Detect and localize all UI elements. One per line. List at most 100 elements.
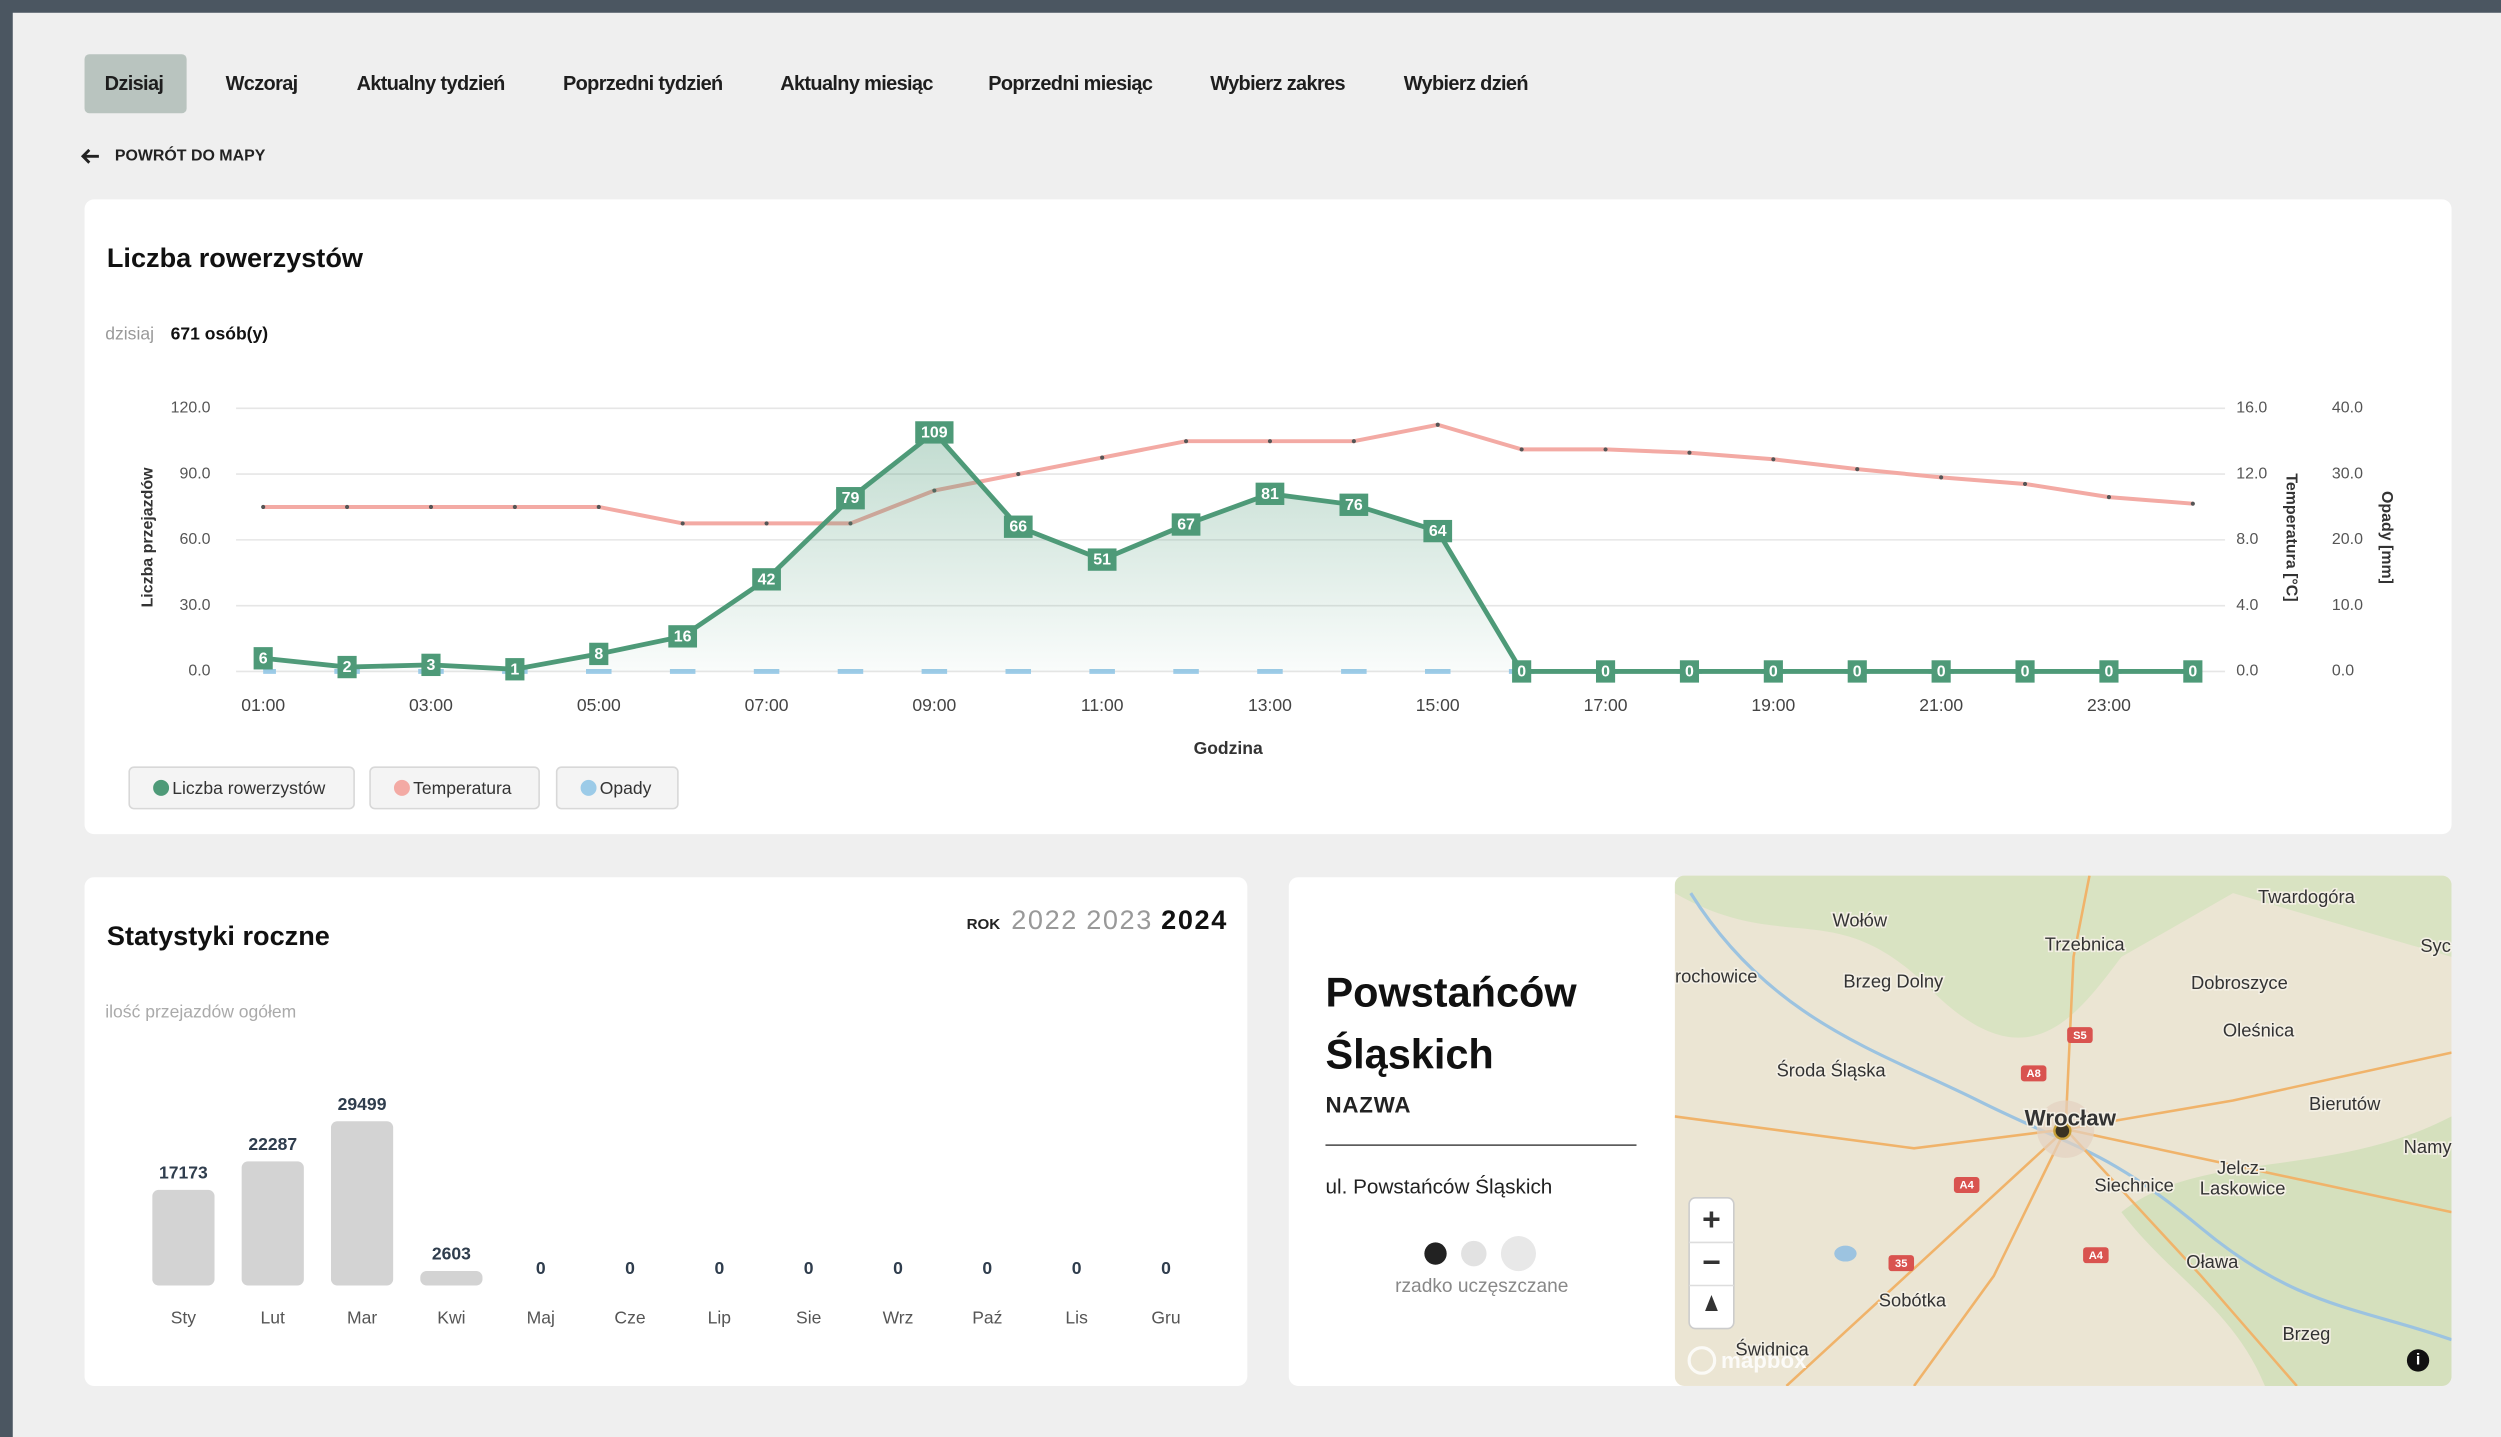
map-place: Brzeg Dolny (1843, 970, 1944, 991)
tab[interactable]: Aktualny miesiąc (780, 73, 933, 95)
bar-value: 0 (625, 1258, 635, 1278)
x-tick-label: Lip (708, 1308, 732, 1328)
bar-value: 17173 (159, 1163, 208, 1183)
point (1687, 451, 1691, 455)
year-option[interactable]: 2024 (1161, 904, 1228, 935)
road-shield-label: 35 (1895, 1258, 1907, 1270)
x-tick-label: 15:00 (1416, 695, 1460, 715)
map-place: Wrocław (2025, 1106, 2117, 1131)
station-name-box: Powstańców Śląskich (1325, 962, 1644, 1096)
tab[interactable]: Dzisiaj (105, 73, 164, 95)
point (1520, 447, 1524, 451)
x-tick-label: 01:00 (241, 695, 285, 715)
zoom-in[interactable]: + (1702, 1201, 1721, 1237)
point (2191, 502, 2195, 506)
x-tick-label: 23:00 (2087, 695, 2131, 715)
station-caption: NAZWA (1325, 1093, 1411, 1118)
data-label: 16 (674, 628, 692, 645)
data-label: 0 (1517, 663, 1526, 680)
point (597, 505, 601, 509)
map-place: Dobroszyce (2191, 972, 2288, 993)
point (1268, 439, 1272, 443)
tab[interactable]: Wybierz dzień (1404, 73, 1528, 95)
bar-value: 2603 (432, 1244, 471, 1264)
station-name: Powstańców Śląskich (1325, 962, 1612, 1086)
page: i WołówTrzebnicaTwardogóraSycrochowiceBr… (0, 0, 2501, 1437)
x-tick-label: Wrz (883, 1308, 914, 1328)
legend-label: Liczba rowerzystów (172, 778, 325, 798)
point (1855, 467, 1859, 471)
traffic-dot (1501, 1236, 1536, 1271)
point (1939, 475, 1943, 479)
legend-item[interactable]: Opady (557, 767, 678, 808)
y3-tick-label: 0.0 (2332, 663, 2354, 680)
data-label: 66 (1009, 519, 1027, 536)
x-tick-label: 09:00 (912, 695, 956, 715)
point (1436, 423, 1440, 427)
tab[interactable]: Poprzedni miesiąc (988, 73, 1153, 95)
data-label: 2 (343, 659, 352, 676)
data-label: 6 (259, 650, 268, 667)
chart-subtitle: dzisiaj (105, 324, 154, 344)
data-label: 0 (2105, 663, 2114, 680)
bar-value: 0 (804, 1258, 814, 1278)
bar-value: 0 (1161, 1258, 1171, 1278)
x-tick-label: 07:00 (745, 695, 789, 715)
tab[interactable]: Aktualny tydzień (357, 73, 505, 95)
zoom-out[interactable]: − (1702, 1244, 1721, 1280)
data-label: 81 (1261, 486, 1279, 503)
y2-tick-label: 4.0 (2236, 597, 2258, 614)
year-option[interactable]: 2022 (1011, 904, 1078, 935)
legend-item[interactable]: Temperatura (370, 767, 539, 808)
point (1771, 457, 1775, 461)
x-tick-label: 17:00 (1584, 695, 1628, 715)
y-tick-label: 60.0 (180, 531, 211, 548)
chart-total: 671 osób(y) (171, 324, 268, 344)
screen: i WołówTrzebnicaTwardogóraSycrochowiceBr… (0, 0, 2501, 1437)
map-place: rochowice (1675, 966, 1758, 987)
legend-swatch (153, 780, 169, 796)
map-place: Siechnice (2094, 1174, 2173, 1195)
x-tick-label: Kwi (437, 1308, 465, 1328)
legend-label: Opady (600, 778, 652, 798)
road-shield-label: A4 (2089, 1250, 2104, 1262)
tab[interactable]: Wczoraj (226, 73, 298, 95)
map-place: Laskowice (2200, 1178, 2286, 1199)
point (1100, 456, 1104, 460)
y2-tick-label: 12.0 (2236, 465, 2267, 482)
year-option[interactable]: 2023 (1086, 904, 1153, 935)
legend-item[interactable]: Liczba rowerzystów (129, 767, 354, 808)
bar-value: 0 (982, 1258, 992, 1278)
data-label: 79 (842, 490, 860, 507)
legend-swatch (581, 780, 597, 796)
bar (152, 1190, 214, 1286)
tab[interactable]: Poprzedni tydzień (563, 73, 723, 95)
legend-swatch (394, 780, 410, 796)
back-link[interactable]: POWRÓT DO MAPY (115, 146, 266, 165)
data-label: 0 (1601, 663, 1610, 680)
bar-value: 0 (536, 1258, 546, 1278)
chart-title: Liczba rowerzystów (107, 242, 364, 273)
x-tick-label: Mar (347, 1308, 377, 1328)
y3-tick-label: 10.0 (2332, 597, 2363, 614)
data-label: 76 (1345, 497, 1363, 514)
point (261, 505, 265, 509)
tab[interactable]: Wybierz zakres (1210, 73, 1345, 95)
data-label: 0 (2188, 663, 2197, 680)
bar-value: 29499 (338, 1094, 387, 1114)
y-tick-label: 120.0 (171, 399, 211, 416)
data-label: 42 (758, 571, 776, 588)
road-shield-label: S5 (2073, 1030, 2087, 1042)
map-place: Brzeg (2282, 1323, 2330, 1344)
point (345, 505, 349, 509)
data-label: 3 (427, 657, 436, 674)
data-label: 64 (1429, 523, 1447, 540)
bar (420, 1271, 482, 1285)
bar-value: 0 (1072, 1258, 1082, 1278)
map-place: Namy (2404, 1136, 2453, 1157)
y2-tick-label: 8.0 (2236, 531, 2258, 548)
data-label: 0 (1853, 663, 1862, 680)
point (1184, 439, 1188, 443)
x-axis-title: Godzina (1194, 738, 1263, 758)
